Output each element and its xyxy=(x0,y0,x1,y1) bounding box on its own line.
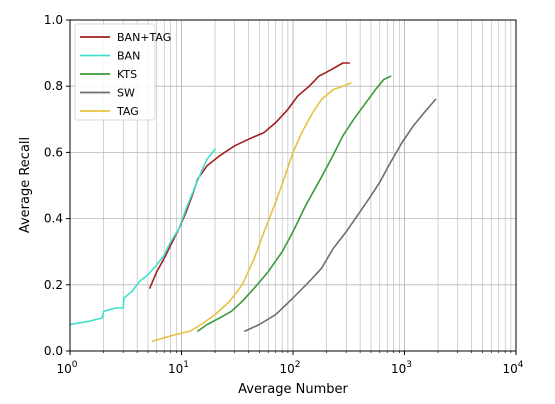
y-tick-label: 0.6 xyxy=(44,145,63,159)
legend-label-tag: TAG xyxy=(116,105,139,118)
y-tick-label: 0.8 xyxy=(44,79,63,93)
y-axis-label: Average Recall xyxy=(18,137,33,233)
x-tick-label: 101 xyxy=(168,360,189,376)
series-line-ban-tag xyxy=(149,62,351,289)
x-axis-label: Average Number xyxy=(238,382,348,397)
series-lines xyxy=(69,62,437,342)
legend-label-kts: KTS xyxy=(117,68,137,81)
legend-label-ban: BAN xyxy=(117,50,140,63)
y-tick-label: 0.2 xyxy=(44,278,63,292)
legend: BAN+TAG BAN KTS SW TAG xyxy=(74,23,171,121)
series-line-tag xyxy=(151,82,352,342)
legend-label-ban-tag: BAN+TAG xyxy=(117,31,171,44)
x-tick-label: 103 xyxy=(391,360,412,376)
series-line-kts xyxy=(197,75,392,332)
x-tick-label: 104 xyxy=(502,360,523,376)
legend-box xyxy=(74,23,156,121)
axis-ticks: 100 101 102 103 104 0.0 0.2 0.4 0.6 0.8 1.0 xyxy=(44,13,524,376)
x-tick-label: 102 xyxy=(279,360,300,376)
y-tick-label: 0.4 xyxy=(44,212,63,226)
y-tick-label: 1.0 xyxy=(44,13,63,27)
series-line-ban xyxy=(69,148,216,326)
y-tick-label: 0.0 xyxy=(44,344,63,358)
series-line-sw xyxy=(244,98,437,332)
legend-label-sw: SW xyxy=(117,87,135,100)
x-tick-label: 100 xyxy=(56,360,77,376)
